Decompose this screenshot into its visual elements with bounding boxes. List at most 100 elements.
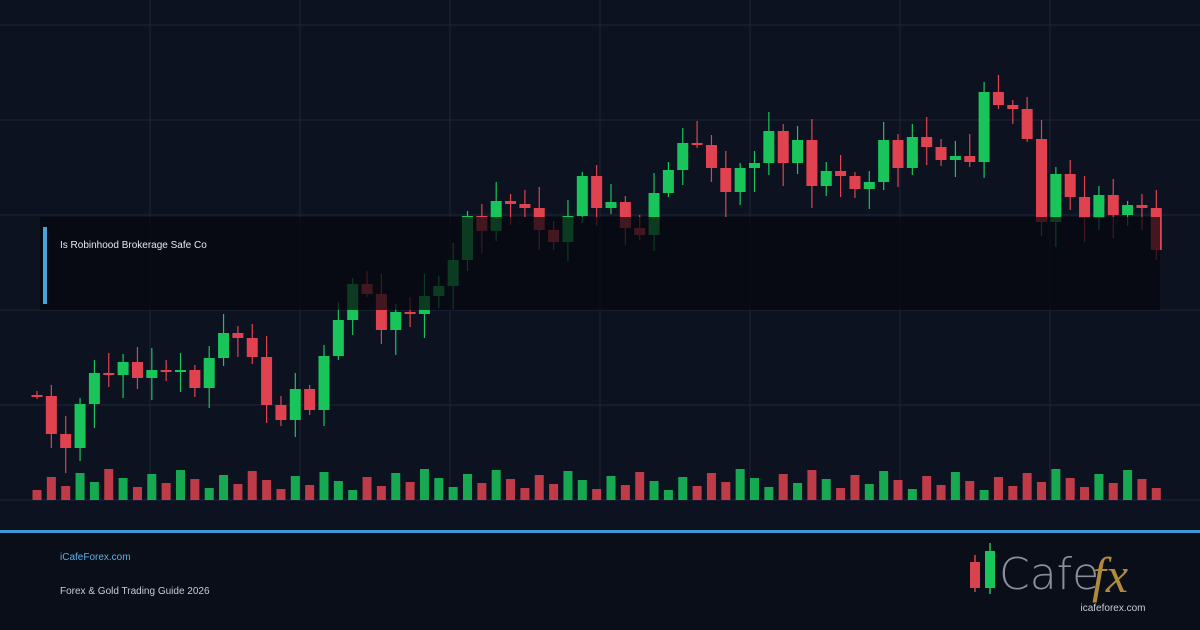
candle-body (332, 320, 344, 356)
volume-bar (463, 474, 472, 500)
volume-bar (563, 471, 573, 500)
candle-body (892, 140, 904, 168)
candle-body (218, 333, 230, 358)
volume-bar (950, 472, 960, 500)
volume-bar (290, 476, 300, 500)
candle-body (792, 140, 804, 163)
volume-bar (247, 471, 257, 500)
volume-bar (965, 481, 975, 500)
volume-bar (391, 473, 401, 500)
volume-bar (1008, 486, 1018, 500)
volume-bar (362, 477, 372, 500)
candle-body (289, 389, 301, 420)
candle-body (1107, 195, 1119, 215)
candle-body (60, 434, 72, 448)
volume-bar (176, 470, 185, 500)
volume-bar (333, 481, 343, 500)
candle-body (246, 338, 258, 357)
volume-bar (204, 488, 214, 500)
candle-body (519, 204, 531, 208)
divider (0, 530, 1200, 533)
volume-bar (836, 488, 846, 500)
candle-body (1122, 205, 1134, 215)
candle-body (820, 171, 832, 186)
logo-candle (985, 551, 995, 588)
volume-bar (89, 482, 99, 500)
volume-bar (477, 483, 487, 500)
volume-bar (118, 478, 128, 500)
candle-body (160, 370, 172, 372)
volume (32, 469, 1161, 500)
volume-bar (161, 483, 171, 500)
candle-body (375, 294, 387, 330)
volume-bar (879, 471, 889, 500)
candle-body (878, 140, 890, 182)
footer-guide: Forex & Gold Trading Guide 2026 (60, 586, 210, 597)
candle-body (88, 373, 100, 404)
candle-body (863, 182, 875, 189)
candle-body (964, 156, 976, 162)
volume-bar (434, 478, 444, 500)
candle-body (175, 370, 186, 372)
overlay-title: Is Robinhood Brokerage Safe Co (60, 240, 207, 251)
candle-body (146, 370, 158, 378)
candle-body (591, 176, 603, 208)
logo-word: Cafe (999, 549, 1099, 600)
volume-bar (907, 489, 917, 500)
volume-bar (807, 470, 817, 500)
candle-body (648, 193, 660, 235)
volume-bar (922, 476, 932, 500)
logo: Cafe fx icafeforex.com (970, 543, 1146, 614)
volume-bar (1022, 473, 1032, 500)
volume-bar (448, 487, 458, 500)
volume-bar (692, 486, 702, 500)
candle-body (1079, 197, 1091, 218)
volume-bar (993, 477, 1003, 500)
volume-bar (721, 482, 731, 500)
logo-candle (970, 562, 980, 588)
candle-body (1007, 105, 1019, 109)
candle-body (232, 333, 244, 338)
volume-bar (104, 469, 114, 500)
volume-bar (620, 485, 630, 500)
candle-body (318, 356, 330, 410)
candle-body (992, 92, 1004, 105)
volume-bar (520, 488, 530, 500)
volume-bar (678, 477, 688, 500)
candle-body (203, 358, 215, 388)
overlay-accent (43, 227, 47, 304)
volume-bar (305, 485, 315, 500)
volume-bar (635, 472, 645, 500)
volume-bar (1051, 469, 1061, 500)
candle-body (734, 168, 746, 192)
candle-body (275, 405, 287, 420)
logo-accent: fx (1092, 547, 1128, 603)
candle-body (662, 170, 674, 193)
overlay-box (40, 217, 1160, 310)
candle-body (763, 131, 775, 163)
candle-body (1136, 205, 1148, 208)
candle-body (935, 147, 947, 160)
volume-bar (850, 475, 860, 500)
candle-body (777, 131, 789, 163)
volume-bar (233, 484, 243, 500)
volume-bar (61, 486, 71, 500)
candle-body (806, 140, 818, 186)
volume-bar (735, 469, 745, 500)
candle-body (1036, 139, 1047, 222)
volume-bar (821, 479, 831, 500)
candle-body (1093, 195, 1105, 218)
volume-bar (1065, 478, 1075, 500)
candle-body (605, 202, 617, 208)
footer-site: iCafeForex.com (60, 552, 131, 563)
volume-bar (1137, 479, 1147, 500)
volume-bar (491, 470, 501, 500)
candle-body (1050, 174, 1062, 222)
candle-body (619, 202, 631, 228)
candle-body (691, 143, 703, 145)
volume-bar (764, 487, 774, 500)
volume-bar (262, 480, 272, 500)
volume-bar (592, 489, 602, 500)
volume-bar (893, 480, 903, 500)
